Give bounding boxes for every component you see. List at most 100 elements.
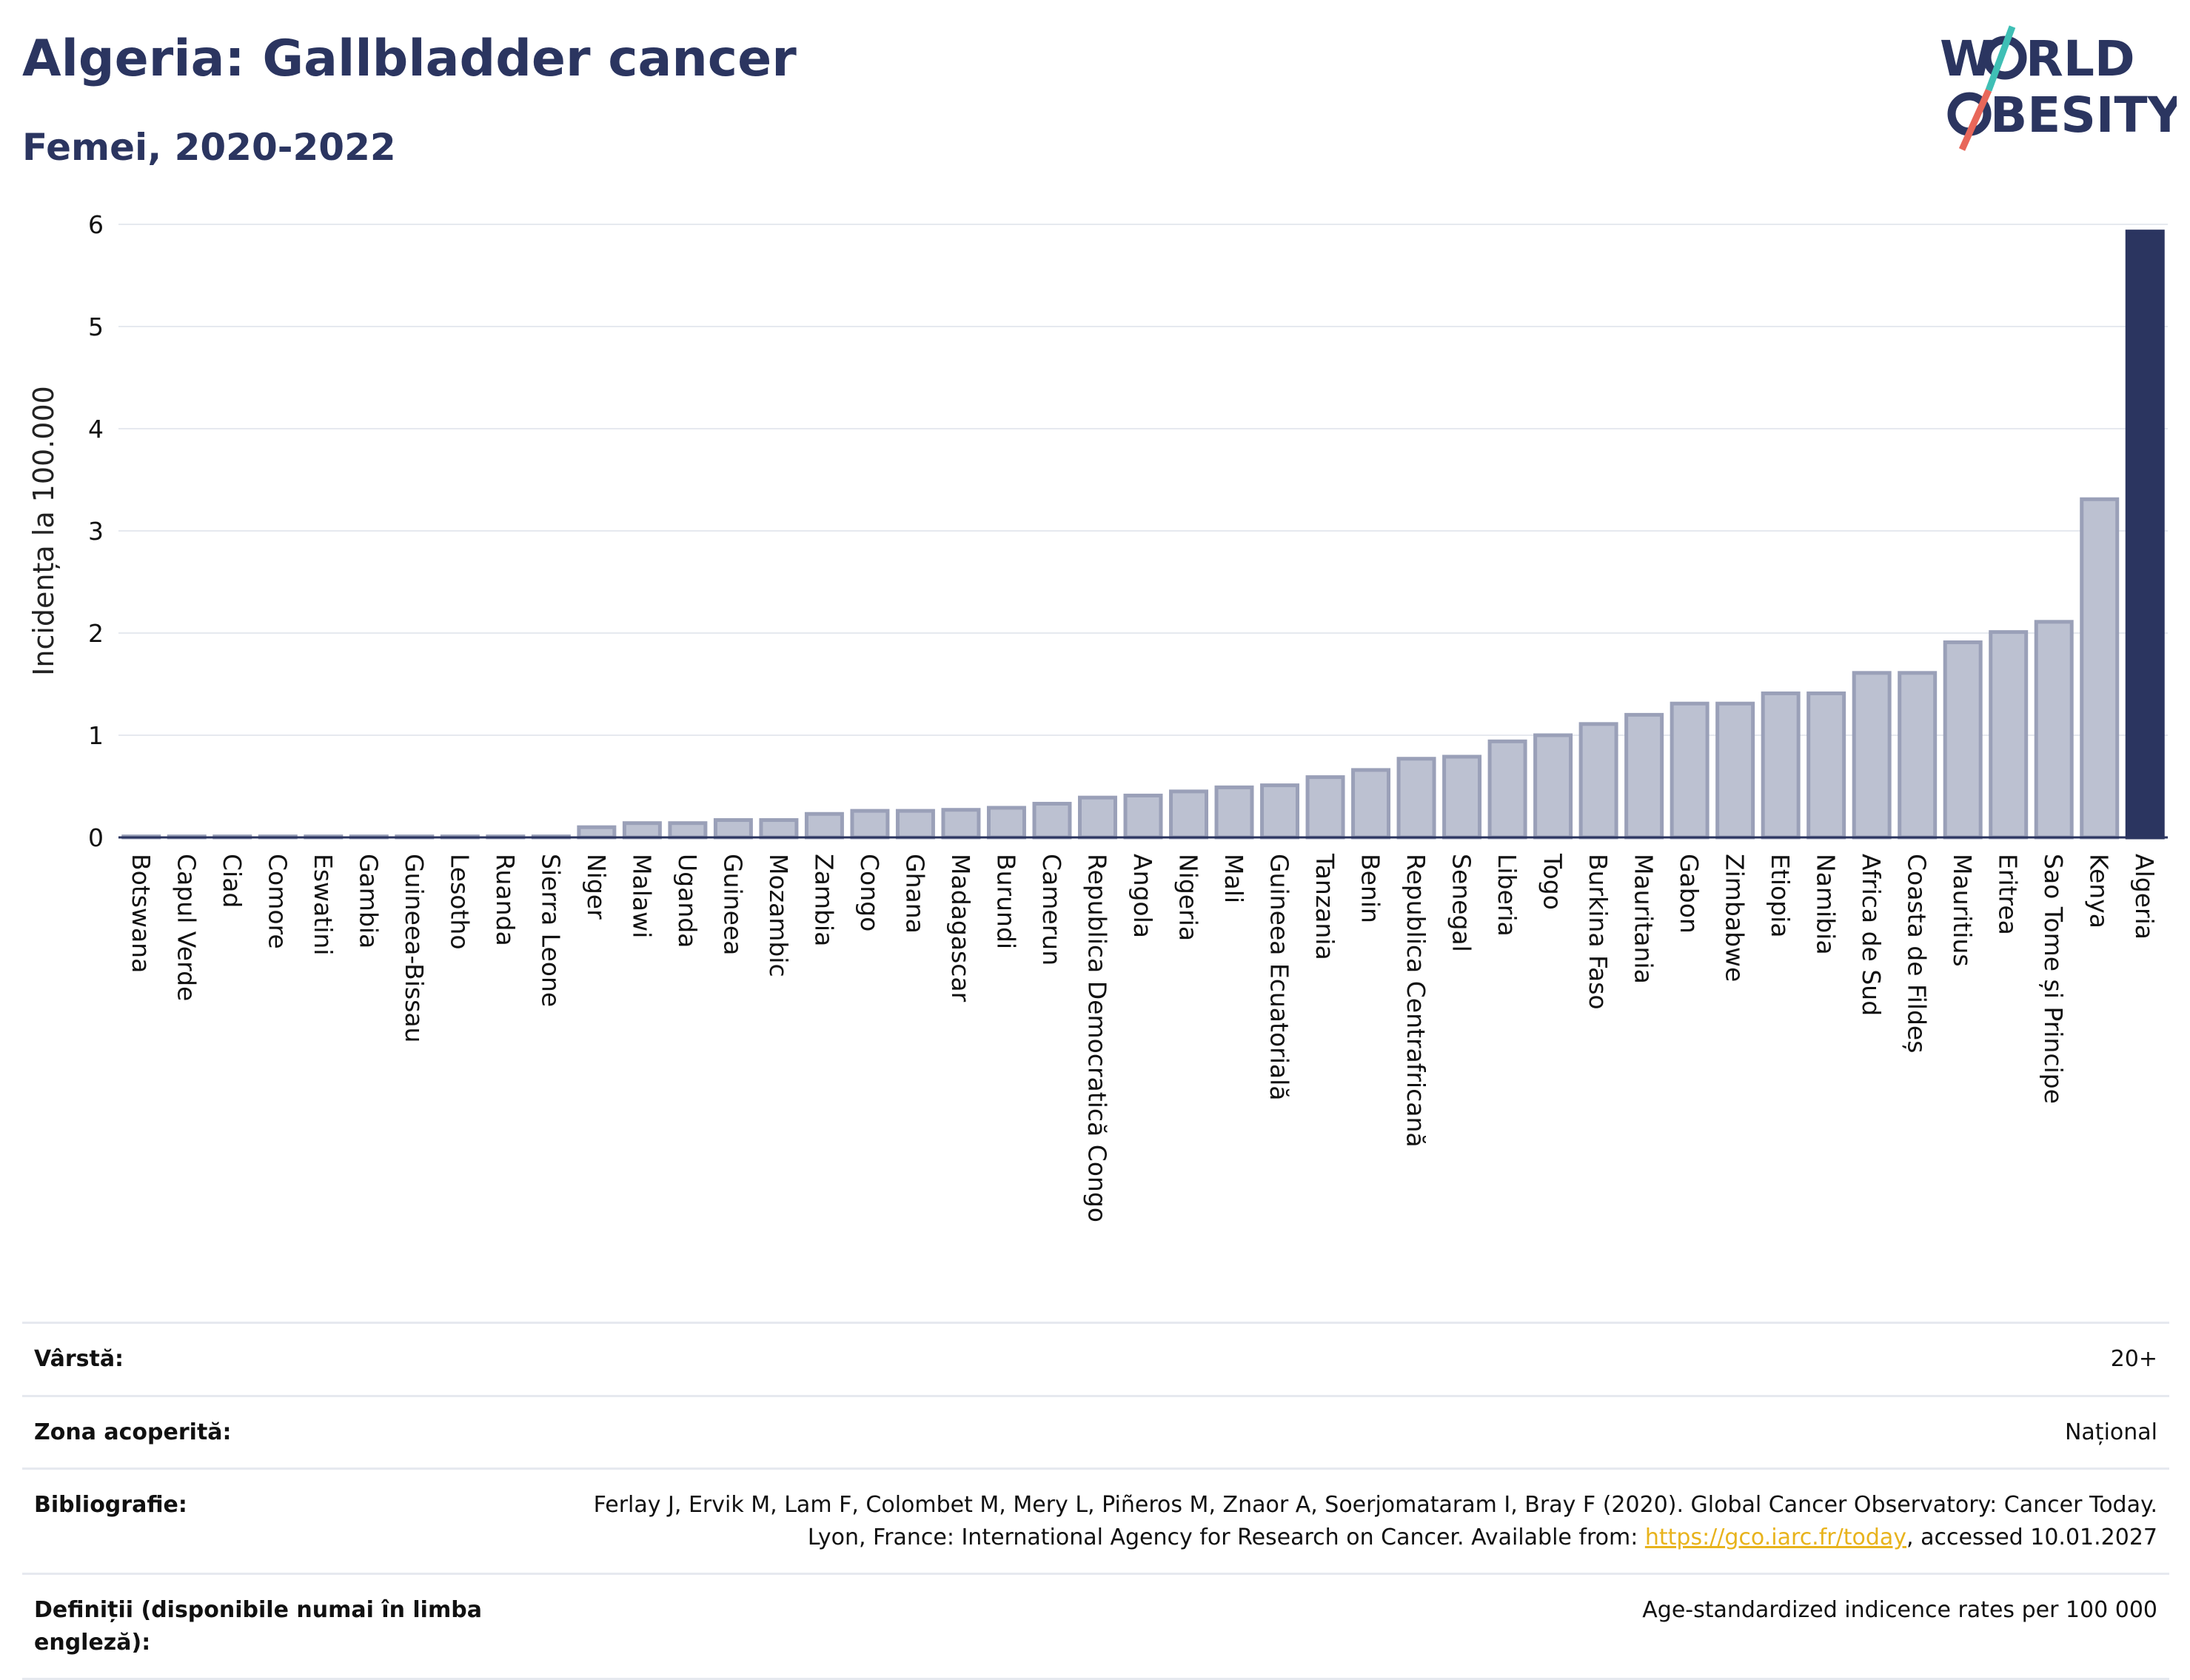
y-axis-ticks: 0 1 2 3 4 5 6 — [88, 210, 104, 852]
bar — [1533, 733, 1573, 840]
bar — [1260, 783, 1300, 840]
bar-chart: 0 1 2 3 4 5 6 Botswana Capul Verde Ciad Comore Esw… — [27, 210, 2168, 1222]
x-tick-label: Malawi — [627, 854, 656, 938]
x-tick-label: Botswana — [127, 854, 155, 973]
bar — [1169, 789, 1209, 840]
y-tick-label: 3 — [88, 517, 104, 546]
x-tick-label: Togo — [1538, 853, 1567, 910]
x-tick-label: Burundi — [991, 854, 1020, 949]
x-tick-label: Camerun — [1037, 854, 1066, 966]
x-tick-label: Congo — [855, 854, 884, 931]
x-tick-label: Gabon — [1675, 854, 1704, 934]
bar — [713, 818, 753, 840]
chart-title: Algeria: Gallbladder cancer — [22, 30, 797, 88]
y-tick-label: 4 — [88, 415, 104, 444]
x-tick-label: Etiopia — [1766, 854, 1795, 938]
logo-line2: BESITY — [1990, 87, 2177, 144]
logo-line1-rest: RLD — [2026, 30, 2135, 87]
x-tick-label: Eritrea — [1994, 854, 2023, 935]
x-tick-label: Senegal — [1447, 854, 1476, 952]
bar — [1305, 775, 1345, 840]
metadata-table: Vârstă: 20+ Zona acoperită: Național Bib… — [22, 1322, 2169, 1680]
x-tick-label: Ciad — [218, 854, 247, 908]
x-tick-label: Guineea — [718, 854, 747, 955]
x-tick-label: Republica Centrafricană — [1402, 854, 1430, 1148]
bar — [1989, 630, 2029, 840]
world-obesity-logo: W RLD BESITY — [1940, 25, 2177, 151]
bar — [804, 811, 844, 840]
y-tick-label: 6 — [88, 210, 104, 239]
x-tick-label: Uganda — [673, 854, 702, 948]
bar — [1487, 739, 1527, 840]
logo-slash-coral — [1958, 89, 1992, 151]
meta-row-bibliography: Bibliografie: Ferlay J, Ervik M, Lam F, … — [22, 1468, 2169, 1574]
x-tick-label: Republica Democratică Congo — [1082, 854, 1111, 1222]
bar — [1852, 671, 1892, 840]
bar — [1442, 754, 1482, 840]
x-tick-label: Nigeria — [1174, 854, 1203, 941]
bar — [1214, 785, 1254, 840]
bar — [986, 806, 1026, 840]
bar — [577, 825, 617, 840]
x-tick-label: Africa de Sud — [1857, 854, 1886, 1016]
x-tick-label: Ruanda — [491, 854, 520, 946]
x-tick-label: Benin — [1356, 854, 1385, 923]
source-link[interactable]: https://gco.iarc.fr/today — [1644, 1524, 1907, 1550]
bar — [1578, 722, 1618, 840]
x-tick-label: Zambia — [809, 854, 838, 946]
bar — [1715, 701, 1755, 840]
x-tick-label: Algeria — [2130, 854, 2159, 940]
bar — [850, 809, 890, 840]
bibliography-accessed: , accessed 10.01.2027 — [1906, 1524, 2157, 1550]
bar — [2034, 620, 2074, 840]
x-tick-label: Comore — [263, 854, 292, 949]
x-tick-label: Zimbabwe — [1721, 854, 1749, 982]
x-axis-ticks: Botswana Capul Verde Ciad Comore Eswatini Gam… — [127, 853, 2159, 1222]
bar — [1624, 712, 1664, 840]
x-tick-label: Gambia — [354, 854, 383, 948]
bar — [2080, 497, 2120, 840]
meta-label: Definiții (disponibile numai în limba en… — [22, 1573, 520, 1680]
x-tick-label: Burkina Faso — [1584, 854, 1613, 1010]
x-tick-label: Capul Verde — [172, 854, 201, 1001]
y-tick-label: 2 — [88, 619, 104, 648]
bar — [2125, 230, 2165, 840]
x-tick-label: Eswatini — [309, 854, 338, 955]
bar — [622, 821, 662, 840]
bar — [1077, 795, 1117, 840]
logo-slash-teal — [1985, 25, 2016, 92]
x-tick-label: Niger — [582, 854, 611, 920]
meta-value: Age-standardized indicence rates per 100… — [520, 1573, 2169, 1680]
x-tick-label: Angola — [1128, 854, 1157, 938]
x-tick-label: Mauritius — [1948, 854, 1977, 967]
meta-row-definitions: Definiții (disponibile numai în limba en… — [22, 1573, 2169, 1680]
meta-value: Ferlay J, Ervik M, Lam F, Colombet M, Me… — [520, 1468, 2169, 1574]
bar — [1396, 757, 1436, 840]
bar — [1351, 768, 1391, 840]
bar — [759, 818, 799, 840]
bar — [1898, 671, 1938, 840]
bibliography-text: Ferlay J, Ervik M, Lam F, Colombet M, Me… — [593, 1492, 2157, 1550]
x-tick-label: Mali — [1219, 854, 1248, 903]
x-tick-label: Namibia — [1812, 854, 1841, 955]
meta-value: Național — [520, 1394, 2169, 1469]
bar — [1761, 691, 1801, 840]
x-tick-label: Guineea-Bissau — [400, 854, 429, 1043]
meta-label: Zona acoperită: — [22, 1394, 520, 1469]
y-axis-label: Incidența la 100.000 — [27, 386, 60, 676]
y-tick-label: 1 — [88, 721, 104, 750]
x-tick-label: Guineea Ecuatorială — [1265, 854, 1294, 1101]
x-tick-label: Coasta de Fildeș — [1903, 854, 1932, 1053]
x-tick-label: Mozambic — [764, 854, 793, 977]
bar — [1943, 640, 1983, 840]
bar — [895, 809, 935, 840]
x-tick-label: Sierra Leone — [536, 854, 565, 1007]
bar — [668, 821, 708, 840]
x-tick-label: Sao Tome și Principe — [2039, 854, 2068, 1104]
x-tick-label: Tanzania — [1310, 853, 1339, 960]
meta-label: Vârstă: — [22, 1322, 520, 1396]
bar — [1670, 701, 1710, 840]
meta-label: Bibliografie: — [22, 1468, 520, 1574]
bar — [941, 808, 981, 840]
meta-row-coverage: Zona acoperită: Național — [22, 1394, 2169, 1469]
